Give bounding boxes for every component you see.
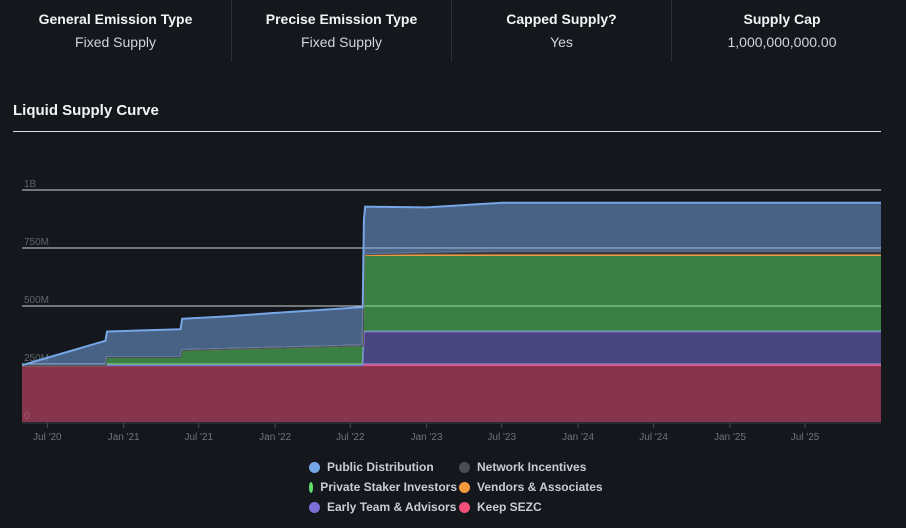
x-tick-label: Jan '21 xyxy=(108,432,140,443)
stat-general-emission-type: General Emission Type Fixed Supply xyxy=(0,0,232,62)
stat-supply-cap: Supply Cap 1,000,000,000.00 xyxy=(672,0,892,62)
stat-capped-supply: Capped Supply? Yes xyxy=(452,0,672,62)
area-keep-sezc xyxy=(22,365,881,422)
stat-value: Fixed Supply xyxy=(75,34,156,50)
x-tick-label: Jan '24 xyxy=(562,432,594,443)
legend-label: Private Staker Investors xyxy=(320,480,457,494)
x-tick-label: Jan '25 xyxy=(714,432,746,443)
y-tick-label: 500M xyxy=(24,295,49,306)
legend-swatch xyxy=(309,481,314,493)
legend-label: Early Team & Advisors xyxy=(327,500,457,514)
legend-swatch xyxy=(309,501,320,513)
stat-label: Precise Emission Type xyxy=(265,11,418,27)
x-tick-label: Jul '24 xyxy=(639,432,668,443)
x-tick-label: Jul '21 xyxy=(184,432,213,443)
x-tick-label: Jan '23 xyxy=(411,432,443,443)
area-private-staker-investors xyxy=(22,254,881,366)
x-tick-label: Jul '22 xyxy=(336,432,365,443)
legend-label: Keep SEZC xyxy=(477,500,542,514)
legend-item-vendors-associates[interactable]: Vendors & Associates xyxy=(459,480,603,494)
x-tick-label: Jul '20 xyxy=(33,432,62,443)
stat-label: General Emission Type xyxy=(38,11,193,27)
legend-item-private-staker-investors[interactable]: Private Staker Investors xyxy=(309,480,457,494)
stat-label: Capped Supply? xyxy=(506,11,617,27)
area-public-distribution xyxy=(22,202,881,366)
legend-item-network-incentives[interactable]: Network Incentives xyxy=(459,460,586,474)
x-tick-label: Jul '23 xyxy=(487,432,516,443)
stat-precise-emission-type: Precise Emission Type Fixed Supply xyxy=(232,0,452,62)
stat-value: Fixed Supply xyxy=(301,34,382,50)
chart-title: Liquid Supply Curve xyxy=(13,102,159,119)
stat-value: Yes xyxy=(550,34,573,50)
legend-swatch xyxy=(459,501,470,513)
y-tick-label: 1B xyxy=(24,179,37,190)
legend-swatch xyxy=(459,481,470,493)
legend-swatch xyxy=(309,461,320,473)
legend-item-keep-sezc[interactable]: Keep SEZC xyxy=(459,500,542,514)
legend-label: Vendors & Associates xyxy=(477,480,603,494)
y-tick-label: 750M xyxy=(24,237,49,248)
x-tick-label: Jan '22 xyxy=(259,432,291,443)
title-divider xyxy=(13,131,881,132)
stat-value: 1,000,000,000.00 xyxy=(727,34,837,50)
y-tick-label: 250M xyxy=(24,353,49,364)
legend-swatch xyxy=(459,461,470,473)
legend-item-early-team-advisors[interactable]: Early Team & Advisors xyxy=(309,500,456,514)
stat-label: Supply Cap xyxy=(743,11,821,27)
line-public-distribution xyxy=(21,201,881,367)
emission-stats: General Emission Type Fixed Supply Preci… xyxy=(0,0,906,62)
legend-item-public-distribution[interactable]: Public Distribution xyxy=(309,460,434,474)
area-early-team-advisors xyxy=(22,331,881,366)
legend-label: Network Incentives xyxy=(477,460,587,474)
legend-label: Public Distribution xyxy=(327,460,434,474)
x-tick-label: Jul '25 xyxy=(791,432,820,443)
